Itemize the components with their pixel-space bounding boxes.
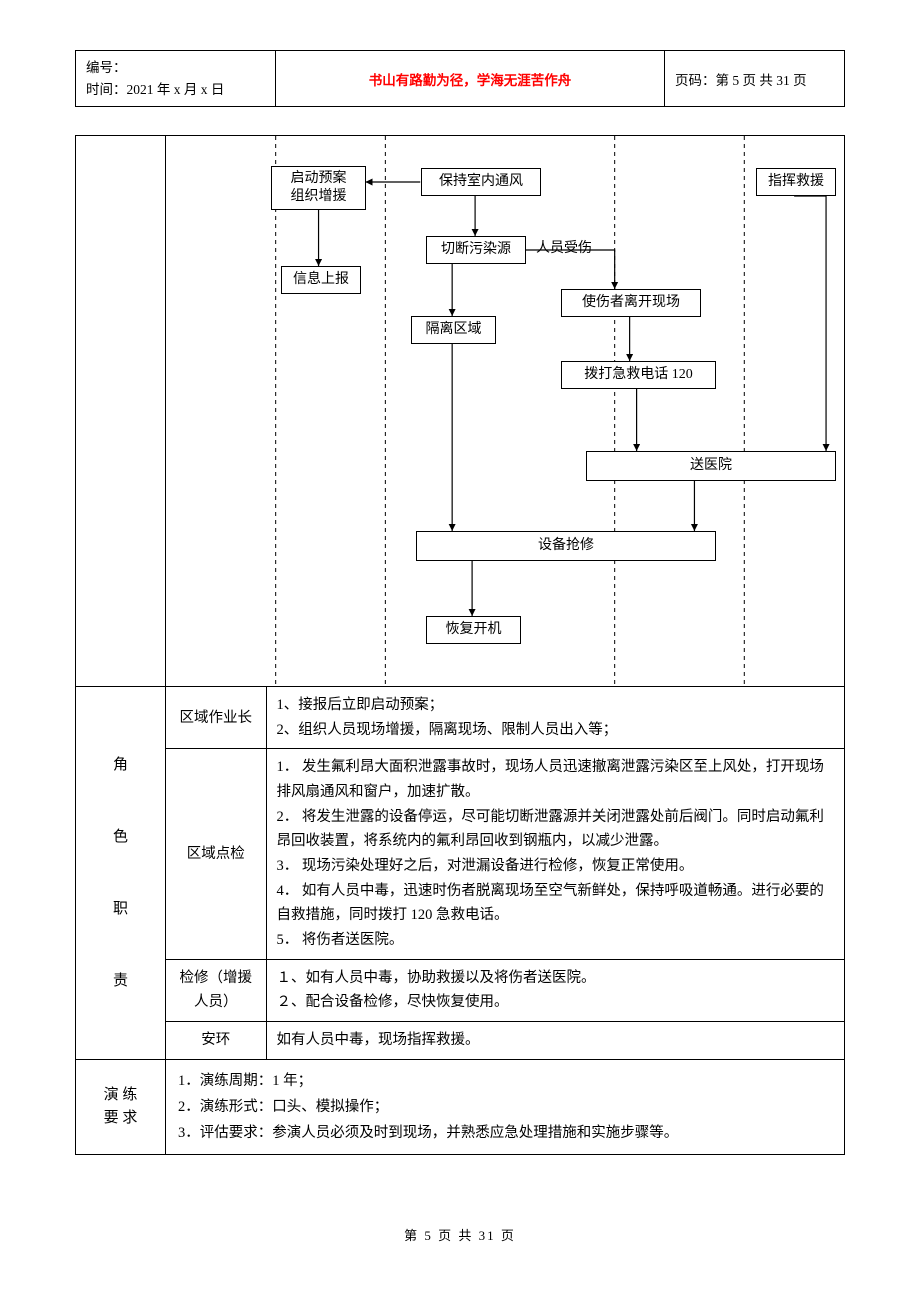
role-name: 区域作业长: [166, 687, 266, 749]
requirement-line: 3．评估要求：参演人员必须及时到现场，并熟悉应急处理措施和实施步骤等。: [178, 1120, 832, 1146]
roles-table: 区域作业长1、接报后立即启动预案； 2、组织人员现场增援，隔离现场、限制人员出入…: [166, 687, 844, 1058]
role-body: １、如有人员中毒，协助救援以及将伤者送医院。 ２、配合设备检修，尽快恢复使用。: [266, 959, 844, 1021]
header-motto: 书山有路勤为径，学海无涯苦作舟: [276, 51, 665, 107]
requirement-line: 2．演练形式：口头、模拟操作；: [178, 1094, 832, 1120]
requirements-label: 演 练 要 求: [76, 1059, 166, 1154]
page: 编号： 时间：2021 年 x 月 x 日 书山有路勤为径，学海无涯苦作舟 页码…: [0, 0, 920, 1284]
roles-section-label: 角 色 职 责: [76, 687, 166, 1059]
header-left: 编号： 时间：2021 年 x 月 x 日: [76, 51, 276, 107]
flow-node-call120: 拨打急救电话 120: [561, 361, 716, 389]
flowchart-cell: 启动预案 组织增援 保持室内通风 指挥救援信息上报 切断污染源隔离区域 使伤者离开现场拨…: [166, 136, 845, 687]
table-row: 检修（增援人员）１、如有人员中毒，协助救援以及将伤者送医院。 ２、配合设备检修，…: [166, 959, 844, 1021]
flow-node-leave: 使伤者离开现场: [561, 289, 701, 317]
flow-left-blank: [76, 136, 166, 687]
table-row: 区域点检1． 发生氟利昂大面积泄露事故时，现场人员迅速撤离泄露污染区至上风处，打…: [166, 749, 844, 959]
table-row: 区域作业长1、接报后立即启动预案； 2、组织人员现场增援，隔离现场、限制人员出入…: [166, 687, 844, 749]
roles-container: 区域作业长1、接报后立即启动预案； 2、组织人员现场增援，隔离现场、限制人员出入…: [166, 687, 845, 1059]
table-row: 安环如有人员中毒，现场指挥救援。: [166, 1021, 844, 1058]
flow-node-start_plan: 启动预案 组织增援: [271, 166, 366, 210]
flow-node-report: 信息上报: [281, 266, 361, 294]
flow-node-ventilate: 保持室内通风: [421, 168, 541, 196]
requirements-label-text: 演 练 要 求: [104, 1087, 138, 1126]
flow-label: 人员受伤: [536, 237, 592, 257]
roles-label-text: 角 色 职 责: [113, 757, 128, 989]
role-name: 安环: [166, 1021, 266, 1058]
role-body: 1、接报后立即启动预案； 2、组织人员现场增援，隔离现场、限制人员出入等；: [266, 687, 844, 749]
role-body: 1． 发生氟利昂大面积泄露事故时，现场人员迅速撤离泄露污染区至上风处，打开现场排…: [266, 749, 844, 959]
page-header: 编号： 时间：2021 年 x 月 x 日 书山有路勤为径，学海无涯苦作舟 页码…: [75, 50, 845, 107]
requirement-line: 1．演练周期：1 年；: [178, 1068, 832, 1094]
role-name: 检修（增援人员）: [166, 959, 266, 1021]
flowchart-svg: [166, 136, 844, 686]
header-date: 时间：2021 年 x 月 x 日: [86, 82, 224, 97]
page-footer: 第 5 页 共 31 页: [75, 1225, 845, 1244]
main-table: 启动预案 组织增援 保持室内通风 指挥救援信息上报 切断污染源隔离区域 使伤者离开现场拨…: [75, 135, 845, 1155]
flow-node-cut_src: 切断污染源: [426, 236, 526, 264]
role-body: 如有人员中毒，现场指挥救援。: [266, 1021, 844, 1058]
flowchart-canvas: 启动预案 组织增援 保持室内通风 指挥救援信息上报 切断污染源隔离区域 使伤者离开现场拨…: [166, 136, 844, 686]
requirements-body: 1．演练周期：1 年；2．演练形式：口头、模拟操作；3．评估要求：参演人员必须及…: [166, 1059, 845, 1154]
flow-node-isolate: 隔离区域: [411, 316, 496, 344]
flow-node-restart: 恢复开机: [426, 616, 521, 644]
header-id: 编号：: [86, 60, 127, 75]
header-page: 页码：第 5 页 共 31 页: [665, 51, 845, 107]
flow-node-rescue_cmd: 指挥救援: [756, 168, 836, 196]
flow-node-hospital: 送医院: [586, 451, 836, 481]
flow-node-repair: 设备抢修: [416, 531, 716, 561]
role-name: 区域点检: [166, 749, 266, 959]
